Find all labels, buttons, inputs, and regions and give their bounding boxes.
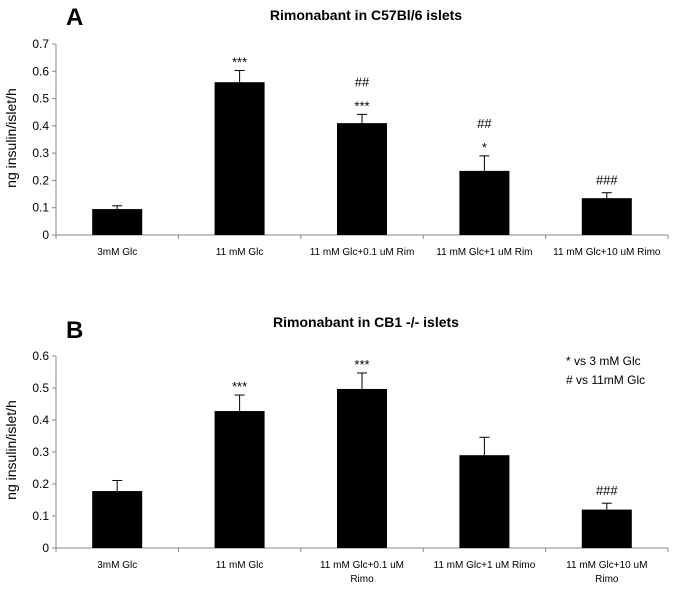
significance-label: *** [354, 357, 369, 372]
bar [459, 170, 510, 235]
y-tick-label: 0 [42, 228, 49, 242]
y-tick-label: 0.1 [32, 509, 49, 523]
x-tick-label: Rimo [595, 574, 619, 585]
y-tick-label: 0.7 [32, 37, 49, 51]
y-tick-label: 0.3 [32, 445, 49, 459]
bar [92, 209, 143, 235]
y-tick-label: 0.5 [32, 381, 49, 395]
panel-letter: A [66, 4, 83, 31]
x-tick-label: 11 mM Glc+0.1 uM Rim [310, 247, 415, 258]
bar [214, 411, 265, 548]
y-tick-label: 0.4 [32, 119, 49, 133]
legend-note: # vs 11mM Glc [566, 373, 645, 387]
y-tick-label: 0.2 [32, 173, 49, 187]
y-tick-label: 0.6 [32, 349, 49, 363]
bar [581, 198, 632, 235]
significance-label: *** [232, 54, 247, 69]
bar [581, 509, 632, 548]
x-tick-label: 3mM Glc [97, 560, 137, 571]
significance-label: ### [596, 173, 618, 188]
significance-label: ## [477, 116, 492, 131]
y-tick-label: 0.3 [32, 146, 49, 160]
bar [214, 82, 265, 235]
y-tick-label: 0.6 [32, 64, 49, 78]
y-tick-label: 0.1 [32, 201, 49, 215]
x-tick-label: 11 mM Glc+1 uM Rim [436, 247, 532, 258]
chart-title: Rimonabant in C57Bl/6 islets [270, 7, 462, 23]
bar [337, 388, 387, 548]
significance-label: * [482, 140, 487, 155]
significance-label: ### [596, 483, 618, 498]
x-tick-label: Rimo [350, 574, 374, 585]
significance-label: *** [232, 379, 247, 394]
x-tick-label: 3mM Glc [97, 247, 137, 258]
x-tick-label: 11 mM Glc+0.1 uM [320, 560, 404, 571]
y-axis-label: ng insulin/islet/h [3, 400, 19, 500]
chart-marks: 0 0.1 0.2 0.3 0.4 0.5 0.6 3mM Glc *** 11 mM Glc **… [32, 349, 669, 585]
x-tick-label: 11 mM Glc+10 uM [566, 560, 647, 571]
y-tick-label: 0 [42, 541, 49, 555]
bar [92, 491, 143, 548]
bar [459, 455, 510, 548]
bar [337, 123, 387, 235]
significance-label: ## [355, 74, 370, 89]
y-tick-label: 0.4 [32, 413, 49, 427]
chart-title: Rimonabant in CB1 -/- islets [273, 314, 459, 330]
x-tick-label: 11 mM Glc [216, 560, 264, 571]
x-tick-label: 11 mM Glc+1 uM Rimo [434, 560, 536, 571]
y-tick-label: 0.5 [32, 92, 49, 106]
legend-note: * vs 3 mM Glc [566, 354, 641, 368]
significance-label: *** [354, 98, 369, 113]
x-tick-label: 11 mM Glc [216, 247, 264, 258]
chart-marks: 0 0.1 0.2 0.3 0.4 0.5 0.6 0.7 3mM Glc *** 11 mM Gl… [32, 37, 669, 258]
panel-a: A Rimonabant in C57Bl/6 islets ng insuli… [3, 4, 669, 258]
y-tick-label: 0.2 [32, 477, 49, 491]
x-tick-label: 11 mM Glc+10 uM Rimo [553, 247, 661, 258]
y-axis-label: ng insulin/islet/h [3, 88, 19, 188]
panel-b: B Rimonabant in CB1 -/- islets ng insuli… [3, 314, 669, 585]
panel-letter: B [66, 317, 83, 344]
